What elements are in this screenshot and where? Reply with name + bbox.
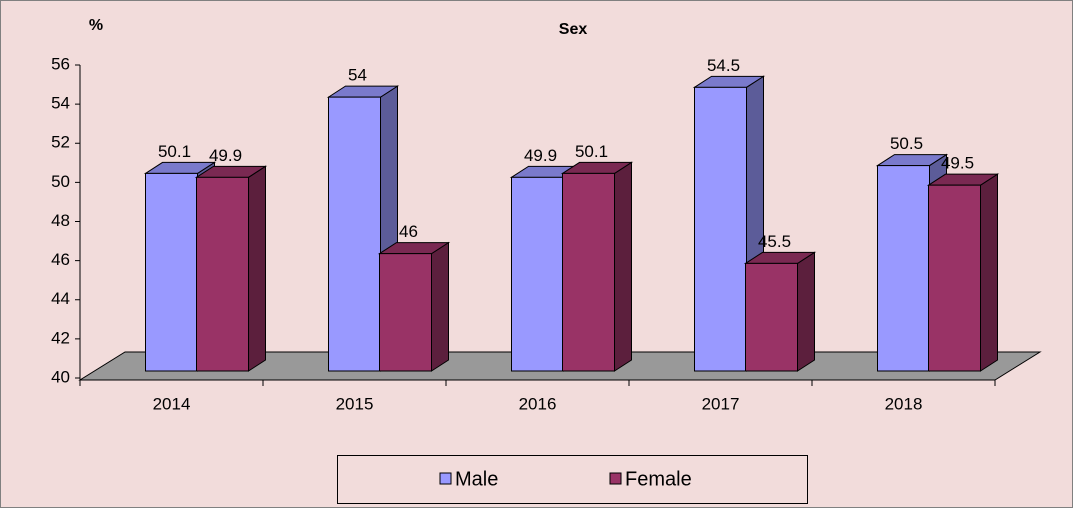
bar-front — [511, 176, 564, 372]
data-label: 50.5 — [890, 134, 923, 153]
bar-side — [248, 165, 266, 372]
data-label: 49.9 — [524, 146, 557, 165]
x-tick-label: 2017 — [702, 394, 740, 413]
bar — [194, 165, 268, 372]
data-label: 50.1 — [575, 142, 608, 161]
bar-front — [562, 172, 615, 372]
y-tick-label: 56 — [51, 54, 70, 73]
bar-front — [145, 172, 198, 372]
bar-front — [328, 96, 381, 372]
y-axis-label: % — [89, 17, 103, 34]
x-tick-label: 2018 — [885, 394, 923, 413]
bar-front — [745, 262, 798, 372]
y-tick-label: 48 — [51, 211, 70, 230]
data-label: 54 — [348, 66, 367, 85]
data-label: 49.5 — [941, 154, 974, 173]
bar-front — [694, 86, 747, 372]
bar — [560, 161, 634, 372]
x-tick-label: 2015 — [336, 394, 374, 413]
bar-side — [614, 161, 632, 372]
legend-label: Male — [455, 468, 498, 490]
legend-swatch — [609, 472, 622, 485]
y-tick-label: 54 — [51, 94, 70, 113]
bar-front — [379, 253, 432, 372]
bar-side — [980, 173, 998, 372]
legend-swatch — [439, 472, 452, 485]
legend-box — [337, 455, 808, 504]
chart-title: Sex — [559, 21, 588, 38]
bar-side — [797, 251, 815, 372]
x-tick-label: 2016 — [519, 394, 557, 413]
bar — [743, 251, 817, 372]
bar-front — [196, 176, 249, 372]
data-label: 50.1 — [158, 142, 191, 161]
y-tick-label: 42 — [51, 328, 70, 347]
legend-label: Female — [625, 468, 692, 490]
bar — [377, 241, 451, 372]
y-tick-label: 50 — [51, 172, 70, 191]
bar-front — [877, 165, 930, 372]
data-label: 45.5 — [758, 232, 791, 251]
y-tick-label: 40 — [51, 367, 70, 386]
y-tick-label: 46 — [51, 250, 70, 269]
x-tick-label: 2014 — [153, 394, 191, 413]
y-tick-label: 52 — [51, 133, 70, 152]
bar — [926, 173, 1000, 372]
bar — [692, 75, 766, 372]
data-label: 54.5 — [707, 56, 740, 75]
bar-front — [928, 184, 981, 372]
data-label: 46 — [399, 222, 418, 241]
bar-side — [431, 241, 449, 372]
data-label: 49.9 — [209, 146, 242, 165]
y-tick-label: 44 — [51, 289, 70, 308]
